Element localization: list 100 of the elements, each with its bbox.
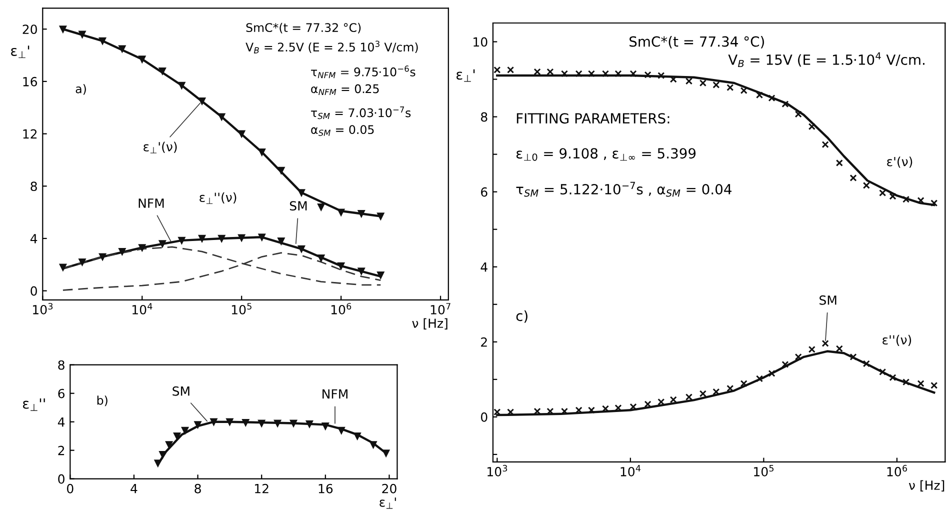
point [274,420,282,427]
annotation: FITTING PARAMETERS: [516,113,670,124]
point [560,70,568,78]
y-tick-label: 0 [58,474,64,484]
x-axis-title: ν [Hz] [412,318,448,330]
x-tick-label: 10$^{4}$ [620,465,641,476]
point [930,382,938,389]
x-tick-label: 10$^{3}$ [33,302,53,314]
point [298,245,306,252]
x-tick-label: 4 [130,484,138,494]
x-axis-title: ν [Hz] [908,480,944,492]
annotation: τ$_{NFM}$ = 9.75·10$^{−6}$s [311,66,416,78]
x-tick-label: 16 [318,484,333,494]
annotation: ε''(ν) [882,334,912,346]
point [889,374,896,382]
y-tick-label: 4 [480,262,488,272]
point [178,236,186,244]
point [338,262,345,270]
point [862,360,870,368]
x-tick-label: 10$^{6}$ [887,464,907,476]
annotation: ε$_{⊥}$'(ν) [144,142,177,154]
point [630,70,637,78]
point [768,370,776,377]
point [181,426,189,434]
y-tick-label: 16 [23,76,38,86]
point [699,390,706,398]
point [358,210,365,218]
annotation: SM [290,201,307,211]
annotation: NFM [138,198,164,208]
annotation: SM [820,295,836,305]
point [808,346,816,353]
point [836,159,843,166]
point [794,110,802,118]
annotation: SmC*(t = 77.34 °C) [630,36,764,48]
point [238,234,246,242]
point [354,432,361,440]
point [242,419,250,426]
point [258,234,266,241]
point [218,113,226,120]
point [602,70,610,78]
y-tick-label: 0 [480,412,488,422]
point [338,208,345,216]
point [198,234,206,242]
point [318,204,325,211]
x-tick-label: 10$^{5}$ [232,303,252,314]
point [158,240,166,248]
point [306,420,314,428]
point [836,345,843,352]
point [338,426,345,434]
x-tick-label: 20 [382,484,396,494]
x-tick-label: 10$^{6}$ [331,302,352,314]
point [198,98,206,105]
y-tick-label: 4 [30,234,38,244]
point [588,70,595,78]
point [917,380,924,388]
point [850,353,857,360]
y-tick-label: 20 [22,24,37,34]
point [782,100,789,108]
annotation: SM [172,386,190,396]
point [685,393,693,401]
point [194,421,202,428]
x-tick-label: 8 [194,484,201,494]
y-tick-label: 2 [58,446,64,456]
y-tick-label: 2 [481,337,487,347]
point [782,360,789,368]
point [685,78,693,85]
point [210,418,218,426]
point [560,408,568,415]
point [154,460,162,467]
y-tick-label: 8 [30,182,37,192]
annotation: α$_{NFM}$ = 0.25 [311,84,379,95]
point [290,420,298,427]
annotation: NFM [322,389,348,399]
y-tick-label: 0 [30,286,37,296]
point [712,388,720,396]
point [258,420,266,427]
point [99,37,106,44]
point [238,130,246,138]
point [382,450,390,457]
point [862,182,870,189]
point [166,441,173,448]
x-tick-label: 10$^{4}$ [132,303,152,314]
point [118,45,126,52]
x-tick-label: 12 [255,484,268,494]
point [318,254,325,262]
point [546,68,554,76]
point [658,398,665,406]
y-tick-label: 8 [480,112,488,122]
annotation: a) [76,84,86,95]
point [768,94,776,102]
point [699,79,706,87]
y-axis-title: ε$_{⊥}$' [456,69,475,82]
point [740,86,748,94]
point [614,70,622,78]
y-tick-label: 10 [474,37,488,47]
point [298,189,306,196]
point [370,441,377,448]
point [78,30,86,38]
point [59,26,67,33]
annotation: ε'(ν) [887,156,912,168]
